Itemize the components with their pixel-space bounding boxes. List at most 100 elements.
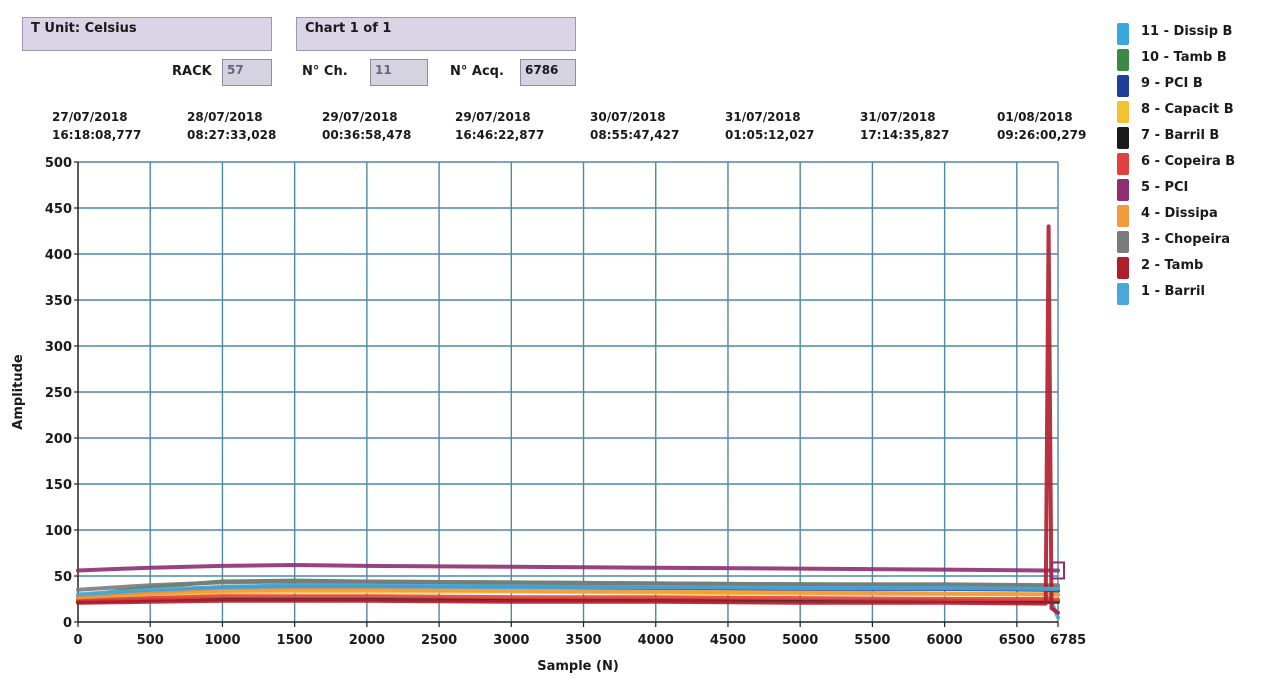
series-line [76, 579, 1060, 592]
timestamp-time: 08:27:33,028 [187, 128, 277, 142]
legend-item[interactable]: 8 - Capacit B [1115, 98, 1255, 124]
series-line [76, 224, 1060, 615]
series-line [76, 594, 1060, 603]
x-tick-label: 3500 [565, 633, 601, 648]
series-line [76, 584, 1060, 597]
legend-swatch [1117, 205, 1129, 227]
timestamp-date: 30/07/2018 [590, 110, 666, 124]
timestamp-time: 08:55:47,427 [590, 128, 680, 142]
x-tick-label: 1000 [204, 633, 240, 648]
legend-label: 8 - Capacit B [1141, 102, 1234, 117]
series-line [76, 587, 1060, 600]
legend-swatch [1117, 49, 1129, 71]
legend-item[interactable]: 1 - Barril [1115, 280, 1255, 306]
x-tick-label: 4000 [638, 633, 674, 648]
timestamp-label: 27/07/2018 16:18:08,777 [52, 108, 162, 144]
timestamp-time: 16:18:08,777 [52, 128, 142, 142]
timestamp-date: 31/07/2018 [725, 110, 801, 124]
channels-field[interactable]: 11 [370, 59, 428, 86]
timestamp-label: 31/07/2018 01:05:12,027 [725, 108, 835, 144]
timestamp-date: 01/08/2018 [997, 110, 1073, 124]
timestamp-label: 28/07/2018 08:27:33,028 [187, 108, 297, 144]
legend-swatch [1117, 283, 1129, 305]
legend-swatch [1117, 231, 1129, 253]
legend-swatch [1117, 179, 1129, 201]
timestamp-time: 00:36:58,478 [322, 128, 412, 142]
y-tick-label: 50 [54, 570, 72, 585]
legend-label: 3 - Chopeira [1141, 232, 1230, 247]
rack-field[interactable]: 57 [222, 59, 272, 86]
legend: 11 - Dissip B 10 - Tamb B 9 - PCI B 8 - Cap… [1115, 20, 1255, 306]
legend-label: 10 - Tamb B [1141, 50, 1227, 65]
acquisitions-label: N° Acq. [450, 64, 504, 79]
legend-swatch [1117, 153, 1129, 175]
x-tick-label: 6500 [999, 633, 1035, 648]
y-tick-label: 100 [45, 524, 72, 539]
timestamp-time: 16:46:22,877 [455, 128, 545, 142]
y-axis-title: Amplitude [11, 354, 26, 430]
legend-label: 7 - Barril B [1141, 128, 1220, 143]
timestamp-time: 09:26:00,279 [997, 128, 1087, 142]
timestamp-date: 31/07/2018 [860, 110, 936, 124]
timestamp-label: 31/07/2018 17:14:35,827 [860, 108, 970, 144]
legend-swatch [1117, 257, 1129, 279]
timestamp-date: 27/07/2018 [52, 110, 128, 124]
timestamp-date: 29/07/2018 [455, 110, 531, 124]
legend-swatch [1117, 75, 1129, 97]
legend-label: 5 - PCI [1141, 180, 1189, 195]
y-tick-label: 250 [45, 386, 72, 401]
y-tick-label: 200 [45, 432, 72, 447]
legend-label: 4 - Dissipa [1141, 206, 1218, 221]
timestamp-time: 01:05:12,027 [725, 128, 815, 142]
x-tick-label: 3000 [493, 633, 529, 648]
legend-item[interactable]: 10 - Tamb B [1115, 46, 1255, 72]
timestamp-label: 29/07/2018 16:46:22,877 [455, 108, 565, 144]
x-tick-label: 2000 [349, 633, 385, 648]
y-tick-label: 450 [45, 202, 72, 217]
unit-box: T Unit: Celsius [22, 17, 272, 51]
x-tick-label: 6000 [927, 633, 963, 648]
x-tick-label: 5000 [782, 633, 818, 648]
series-line [76, 563, 1060, 573]
legend-label: 9 - PCI B [1141, 76, 1203, 91]
timestamp-date: 28/07/2018 [187, 110, 263, 124]
y-tick-label: 0 [63, 616, 72, 631]
legend-swatch [1117, 127, 1129, 149]
rack-label: RACK [172, 64, 212, 79]
legend-item[interactable]: 2 - Tamb [1115, 254, 1255, 280]
timestamp-date: 29/07/2018 [322, 110, 398, 124]
timestamp-time: 17:14:35,827 [860, 128, 950, 142]
y-tick-label: 350 [45, 294, 72, 309]
legend-swatch [1117, 23, 1129, 45]
legend-item[interactable]: 3 - Chopeira [1115, 228, 1255, 254]
x-tick-label: 500 [137, 633, 164, 648]
legend-swatch [1117, 101, 1129, 123]
timestamp-label: 29/07/2018 00:36:58,478 [322, 108, 432, 144]
legend-item[interactable]: 9 - PCI B [1115, 72, 1255, 98]
legend-label: 6 - Copeira B [1141, 154, 1236, 169]
chart-index-box: Chart 1 of 1 [296, 17, 576, 51]
y-tick-label: 300 [45, 340, 72, 355]
y-tick-label: 150 [45, 478, 72, 493]
x-tick-label: 1500 [277, 633, 313, 648]
legend-label: 2 - Tamb [1141, 258, 1204, 273]
x-tick-label: 0 [73, 633, 82, 648]
legend-item[interactable]: 5 - PCI [1115, 176, 1255, 202]
legend-label: 1 - Barril [1141, 284, 1205, 299]
x-tick-label: 2500 [421, 633, 457, 648]
legend-item[interactable]: 6 - Copeira B [1115, 150, 1255, 176]
x-tick-label: 6785 [1050, 633, 1086, 648]
legend-label: 11 - Dissip B [1141, 24, 1233, 39]
channels-label: N° Ch. [302, 64, 348, 79]
legend-item[interactable]: 7 - Barril B [1115, 124, 1255, 150]
legend-item[interactable]: 11 - Dissip B [1115, 20, 1255, 46]
acquisitions-field[interactable]: 6786 [520, 59, 576, 86]
cursor-marker [1051, 561, 1065, 580]
legend-item[interactable]: 4 - Dissipa [1115, 202, 1255, 228]
x-tick-label: 5500 [854, 633, 890, 648]
y-tick-label: 400 [45, 248, 72, 263]
y-tick-label: 500 [45, 156, 72, 171]
x-tick-label: 4500 [710, 633, 746, 648]
timestamp-label: 30/07/2018 08:55:47,427 [590, 108, 700, 144]
